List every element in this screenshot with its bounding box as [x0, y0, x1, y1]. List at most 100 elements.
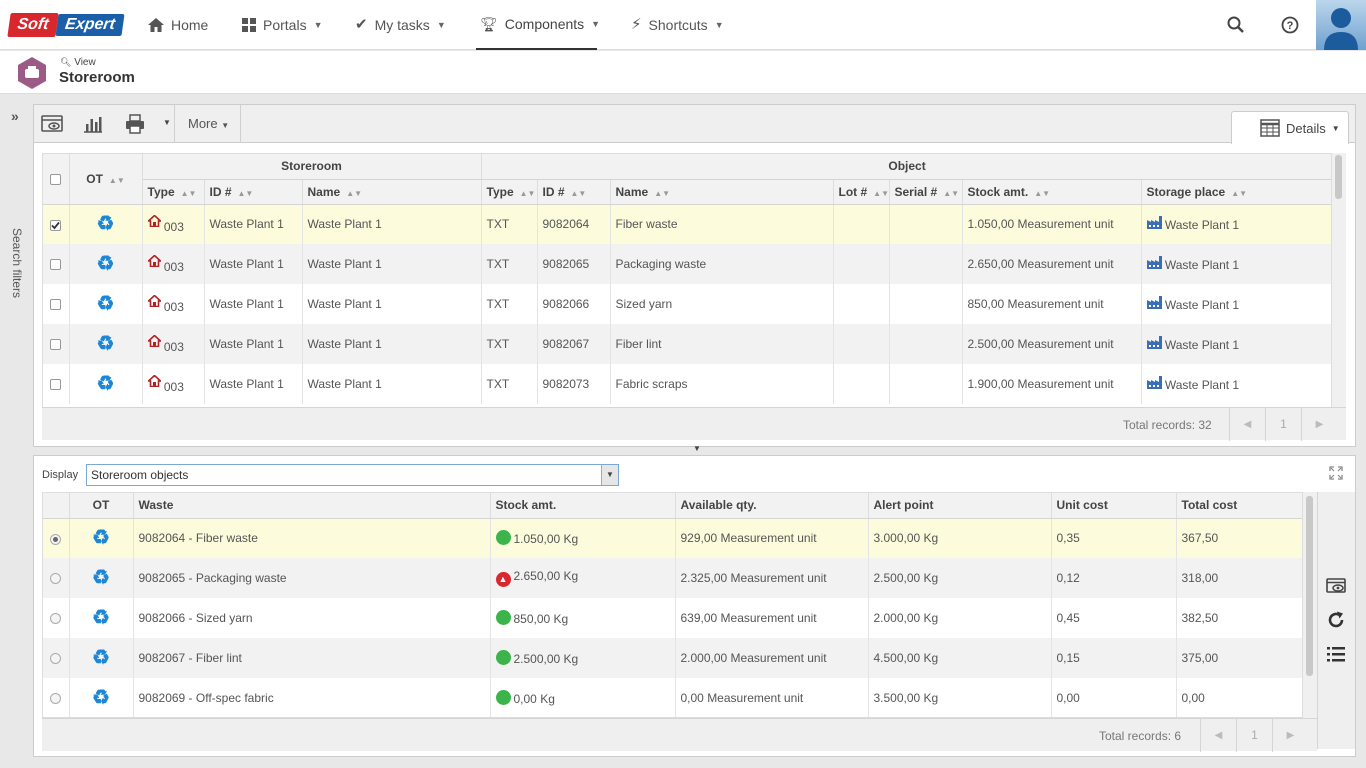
row-radio[interactable] — [50, 533, 61, 545]
nav-portals[interactable]: Portals ▼ — [242, 0, 323, 50]
nav-home[interactable]: Home — [148, 0, 208, 50]
row-radio[interactable] — [50, 653, 61, 665]
view-record-icon[interactable] — [1326, 576, 1346, 596]
select-all-checkbox[interactable] — [50, 174, 62, 186]
col-available[interactable]: Available qty. — [675, 493, 869, 519]
col-obj-name[interactable]: Name ▲▼ — [610, 179, 834, 205]
col-obj-id[interactable]: ID # ▲▼ — [537, 179, 611, 205]
recycle-icon: ♻︎ — [96, 213, 115, 236]
table-row[interactable]: ♻︎ 003 Waste Plant 1 Waste Plant 1 TXT 90820… — [43, 204, 1331, 244]
nav-components-label: Components — [504, 16, 585, 32]
svg-text:?: ? — [1287, 20, 1294, 32]
row-checkbox[interactable] — [50, 219, 61, 231]
row-checkbox[interactable] — [50, 339, 61, 351]
col-stock[interactable]: Stock amt. ▲▼ — [962, 179, 1142, 205]
row-checkbox[interactable] — [50, 259, 61, 271]
scrollbar-thumb[interactable] — [1306, 496, 1313, 676]
storeroom-grid-footer: Total records: 32 ◀ 1 ▶ — [42, 407, 1346, 441]
select-all-header[interactable] — [43, 154, 70, 205]
row-select-cell[interactable] — [43, 324, 70, 364]
waste-cell: 9082064 - Fiber waste — [133, 518, 491, 558]
ot-header[interactable]: OT ▲▼ — [69, 154, 143, 205]
search-filters-toggle[interactable]: » Search filters — [0, 95, 33, 768]
obj-name-cell: Fabric scraps — [610, 364, 834, 404]
nav-my-tasks[interactable]: ✔ My tasks ▼ — [355, 0, 446, 50]
pager-page-number[interactable]: 1 — [1265, 408, 1301, 441]
table-row[interactable]: ♻︎ 003 Waste Plant 1 Waste Plant 1 TXT 90820… — [43, 324, 1331, 364]
total-records: Total records: 6 — [1099, 729, 1182, 743]
table-row[interactable]: ♻︎ 9082069 - Off-spec fabric 0,00 Kg 0,00 M… — [43, 678, 1302, 717]
view-record-icon[interactable] — [41, 113, 63, 135]
col-storage[interactable]: Storage place ▲▼ — [1141, 179, 1331, 205]
col-id[interactable]: ID # ▲▼ — [204, 179, 303, 205]
col-obj-type[interactable]: Type ▲▼ — [481, 179, 538, 205]
row-select-cell[interactable] — [43, 204, 70, 244]
panel-splitter[interactable]: ▼ — [33, 444, 1356, 455]
table-row[interactable]: ♻︎ 003 Waste Plant 1 Waste Plant 1 TXT 90820… — [43, 244, 1331, 284]
row-radio-cell[interactable] — [43, 678, 70, 717]
waste-cell: 9082066 - Sized yarn — [133, 598, 491, 638]
row-radio-cell[interactable] — [43, 598, 70, 638]
alert-cell: 3.500,00 Kg — [868, 678, 1052, 717]
pager-next-button[interactable]: ▶ — [1272, 719, 1308, 752]
print-icon[interactable] — [124, 113, 146, 135]
col-serial[interactable]: Serial # ▲▼ — [889, 179, 963, 205]
display-select[interactable]: Storeroom objects ▼ — [86, 464, 619, 486]
help-icon[interactable]: ? — [1280, 15, 1300, 35]
user-avatar[interactable] — [1316, 0, 1366, 50]
pager-prev-button[interactable]: ◀ — [1229, 408, 1265, 441]
logo-expert: Expert — [55, 14, 125, 36]
col-alert[interactable]: Alert point — [868, 493, 1052, 519]
nav-shortcuts[interactable]: ⚡︎ Shortcuts ▼ — [631, 0, 724, 50]
refresh-icon[interactable] — [1326, 610, 1346, 630]
pager-page-number[interactable]: 1 — [1236, 719, 1272, 752]
row-checkbox[interactable] — [50, 299, 61, 311]
row-radio-cell[interactable] — [43, 518, 70, 558]
chevron-down-icon[interactable]: ▼ — [601, 465, 618, 485]
row-radio[interactable] — [50, 693, 61, 705]
nav-components[interactable]: 🏆︎ Components ▼ — [476, 0, 600, 50]
list-icon[interactable] — [1326, 644, 1346, 664]
search-icon[interactable] — [1226, 15, 1246, 35]
home-icon — [148, 18, 164, 32]
details-view-tab[interactable]: Details ▼ — [1231, 111, 1349, 144]
row-checkbox[interactable] — [50, 379, 61, 391]
alert-cell: 2.000,00 Kg — [868, 598, 1052, 638]
pager-next-button[interactable]: ▶ — [1301, 408, 1337, 441]
table-row[interactable]: ♻︎ 9082066 - Sized yarn 850,00 Kg 639,00 Me… — [43, 598, 1302, 638]
row-radio[interactable] — [50, 613, 61, 625]
row-select-cell[interactable] — [43, 244, 70, 284]
more-menu-button[interactable]: More ▼ — [188, 116, 229, 131]
row-radio-cell[interactable] — [43, 638, 70, 678]
print-dropdown-caret[interactable]: ▼ — [163, 118, 171, 127]
status-ok-icon — [495, 690, 511, 705]
col-waste[interactable]: Waste — [133, 493, 491, 519]
main-toolbar: ▼ More ▼ Details ▼ — [34, 105, 1355, 144]
double-chevron-right-icon: » — [11, 108, 19, 124]
col-total-cost[interactable]: Total cost — [1176, 493, 1302, 519]
col-unit-cost[interactable]: Unit cost — [1051, 493, 1177, 519]
row-radio[interactable] — [50, 573, 61, 585]
table-row[interactable]: ♻︎ 003 Waste Plant 1 Waste Plant 1 TXT 90820… — [43, 364, 1331, 404]
storeroom-grid-scrollbar[interactable] — [1332, 153, 1346, 409]
row-select-cell[interactable] — [43, 284, 70, 324]
col-lot[interactable]: Lot # ▲▼ — [833, 179, 890, 205]
scrollbar-thumb[interactable] — [1335, 155, 1342, 199]
col-type-label: Type — [147, 184, 175, 199]
row-radio-cell[interactable] — [43, 558, 70, 598]
row-select-cell[interactable] — [43, 364, 70, 404]
col-storage-label: Storage place — [1146, 184, 1226, 199]
pager-prev-button[interactable]: ◀ — [1200, 719, 1236, 752]
col-stock-amt[interactable]: Stock amt. — [490, 493, 676, 519]
table-row[interactable]: ♻︎ 9082064 - Fiber waste 1.050,00 Kg 929,00… — [43, 518, 1302, 558]
table-row[interactable]: ♻︎ 003 Waste Plant 1 Waste Plant 1 TXT 90820… — [43, 284, 1331, 324]
table-row[interactable]: ♻︎ 9082065 - Packaging waste ▲ 2.650,00 Kg 2… — [43, 558, 1302, 598]
expand-icon[interactable] — [1329, 466, 1343, 480]
sort-icon: ▲▼ — [570, 188, 587, 198]
table-row[interactable]: ♻︎ 9082067 - Fiber lint 2.500,00 Kg 2.000,0… — [43, 638, 1302, 678]
col-name[interactable]: Name ▲▼ — [302, 179, 482, 205]
col-type[interactable]: Type ▲▼ — [142, 179, 205, 205]
objects-grid-scrollbar[interactable] — [1303, 492, 1317, 718]
chart-icon[interactable] — [82, 113, 104, 135]
softexpert-logo[interactable]: Soft Expert — [7, 13, 125, 37]
